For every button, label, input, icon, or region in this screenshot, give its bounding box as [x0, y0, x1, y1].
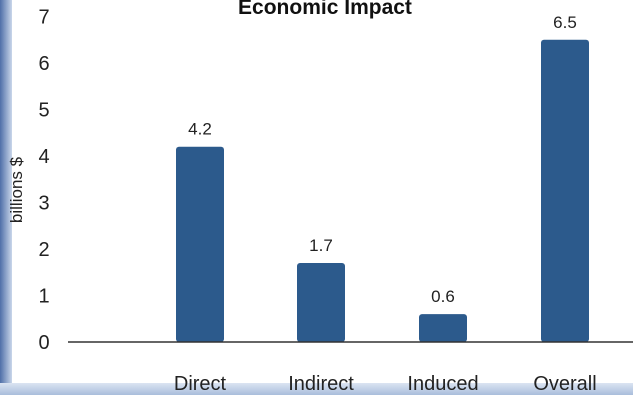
- bar-indirect: [297, 262, 345, 342]
- value-label: 1.7: [309, 236, 333, 255]
- value-label: 6.5: [553, 13, 577, 32]
- y-tick-label: 5: [38, 100, 49, 122]
- value-label: 0.6: [431, 287, 455, 306]
- bar-direct: [176, 146, 224, 342]
- value-label: 4.2: [188, 120, 212, 139]
- x-axis-labels: Direct Indirect Induced Overall: [174, 373, 597, 395]
- y-tick-label: 4: [38, 146, 49, 168]
- value-labels-group: 4.2 1.7 0.6 6.5: [188, 13, 577, 306]
- y-tick-label: 2: [38, 239, 49, 261]
- y-tick-label: 7: [38, 7, 49, 29]
- chart-title: Economic Impact: [238, 0, 412, 19]
- bar-induced: [419, 314, 467, 342]
- y-axis-ticks: 0 1 2 3 4 5 6 7: [38, 7, 49, 355]
- y-axis-label: billions $: [7, 156, 26, 223]
- x-tick-label: Indirect: [288, 373, 354, 395]
- x-tick-label: Direct: [174, 373, 227, 395]
- y-tick-label: 3: [38, 193, 49, 215]
- y-tick-label: 0: [38, 332, 49, 354]
- x-tick-label: Overall: [533, 373, 596, 395]
- y-tick-label: 6: [38, 53, 49, 75]
- y-tick-label: 1: [38, 286, 49, 308]
- bars-group: [176, 39, 589, 342]
- left-border-gradient: [0, 0, 12, 395]
- bottom-border-gradient: [0, 383, 633, 395]
- bar-overall: [541, 39, 589, 342]
- x-tick-label: Induced: [407, 373, 478, 395]
